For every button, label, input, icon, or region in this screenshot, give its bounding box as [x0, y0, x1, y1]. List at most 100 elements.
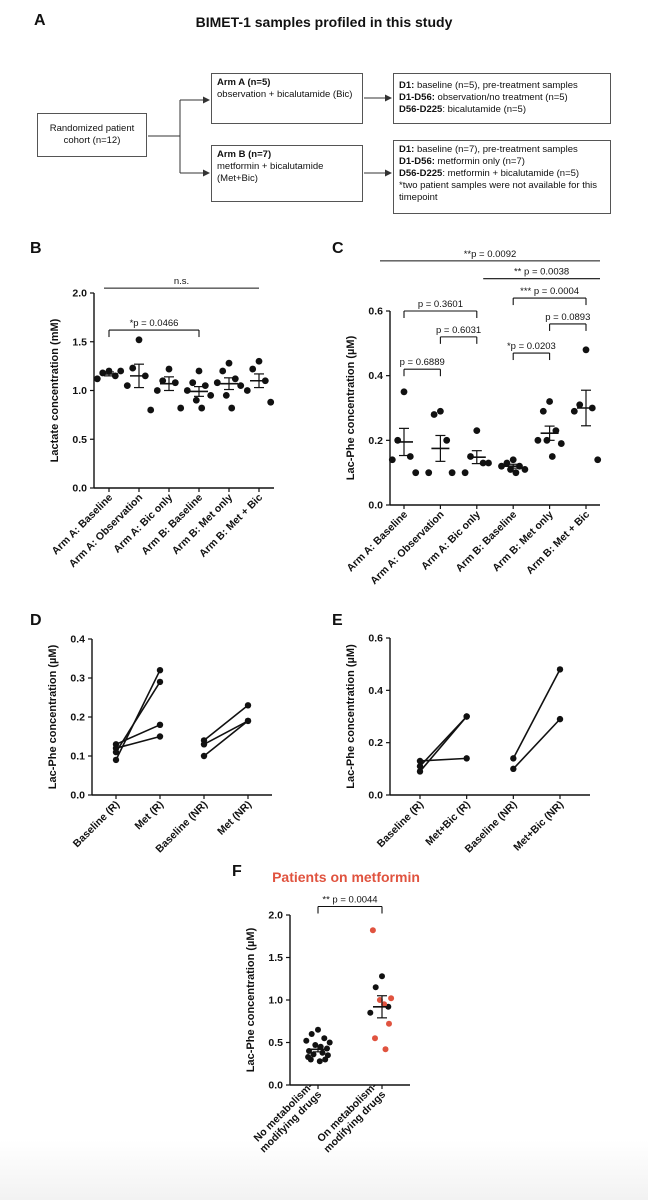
- data-point: [479, 459, 487, 467]
- y-tick-label: 0.0: [368, 790, 383, 802]
- data-point: [510, 765, 517, 773]
- arm-b-desc: metformin + bicalutamide (Met+Bic): [217, 161, 324, 184]
- y-tick-label: 0.3: [70, 673, 85, 685]
- data-point: [473, 427, 481, 435]
- pair-line: [203, 720, 249, 746]
- y-tick-label: 0.2: [368, 737, 383, 749]
- y-tick-label: 0.6: [368, 633, 383, 645]
- data-point: [198, 404, 206, 412]
- x-tick-label: Arm A: Baseline: [345, 509, 411, 575]
- data-point: [231, 375, 239, 383]
- data-point: [556, 715, 564, 723]
- data-point: [117, 367, 125, 375]
- data-point: [255, 357, 263, 365]
- data-point: [570, 407, 578, 415]
- data-point: [416, 768, 424, 775]
- data-point: [576, 401, 584, 409]
- data-point: [225, 359, 233, 367]
- arm-a-detail-3: D56-D225: bicalutamide (n=5): [399, 104, 527, 115]
- data-point: [213, 379, 221, 387]
- pair-line: [512, 669, 561, 759]
- data-point: [307, 1056, 314, 1063]
- data-point: [207, 391, 215, 399]
- data-point: [379, 973, 385, 980]
- data-point: [156, 667, 164, 674]
- y-tick-label: 0.2: [368, 435, 383, 447]
- data-point: [195, 367, 203, 375]
- y-tick-label: 1.5: [72, 336, 87, 348]
- bracket-label: p = 0.0893: [545, 312, 590, 323]
- data-point-red: [382, 1046, 389, 1053]
- data-point: [267, 398, 275, 406]
- x-tick-label-line: Baseline (R): [375, 799, 426, 850]
- data-point: [485, 459, 492, 467]
- y-axis-label: Lac-Phe concentration (µM): [345, 644, 357, 789]
- panel-f-letter: F: [232, 863, 242, 880]
- data-point: [461, 469, 469, 477]
- data-point: [406, 453, 414, 460]
- data-point: [165, 365, 173, 373]
- y-axis-label: Lactate concentration (mM): [49, 318, 61, 462]
- y-tick-label: 0.0: [268, 1080, 283, 1092]
- x-tick-label-line: Met+Bic (NR): [511, 799, 566, 854]
- data-point: [201, 382, 209, 390]
- pair-line: [115, 735, 161, 749]
- y-tick-label: 2.0: [72, 288, 87, 300]
- data-point: [512, 469, 520, 477]
- x-tick-label-line: Met (R): [132, 799, 166, 833]
- y-tick-label: 0.4: [368, 685, 383, 697]
- chart-f: 0.0 0.5 1.0 1.5 2.0 Lac-Phe concentration (µM…: [245, 895, 410, 1155]
- chart-c: 0.0 0.2 0.4 0.6 Lac-Phe concentration (µM) Ar…: [345, 249, 602, 587]
- bracket-label: ** p = 0.0038: [514, 267, 569, 278]
- data-point: [222, 391, 230, 399]
- y-tick-label: 0.0: [72, 483, 87, 495]
- cohort-box: Randomized patient cohort (n=12): [37, 113, 147, 157]
- y-tick-label: 1.0: [72, 385, 87, 397]
- data-point: [105, 367, 113, 375]
- arm-b-title: Arm B (n=7): [217, 149, 272, 160]
- data-point: [153, 387, 161, 394]
- bracket-label: n.s.: [174, 276, 189, 287]
- data-point: [315, 1026, 321, 1033]
- data-point: [463, 713, 470, 720]
- data-point: [437, 407, 444, 415]
- arm-b-detail-4: *two patient samples were not available …: [399, 180, 598, 203]
- data-point: [594, 456, 602, 464]
- data-point: [93, 375, 101, 383]
- data-point: [319, 1049, 326, 1056]
- panel-a-arrows: [148, 97, 387, 174]
- data-point: [237, 382, 245, 390]
- bracket-label: ** p = 0.0044: [322, 895, 377, 906]
- arm-a-detail-1: D1: baseline (n=5), pre-treatment sample…: [399, 80, 578, 91]
- y-tick-label: 1.5: [268, 952, 283, 964]
- x-tick-label: Met (NR): [215, 799, 254, 838]
- arm-a-title: Arm A (n=5): [217, 77, 271, 88]
- x-tick-label: No metabolism-modifying drugs: [249, 1080, 324, 1155]
- data-point: [189, 379, 197, 387]
- data-point: [129, 364, 137, 372]
- data-point: [546, 398, 553, 405]
- data-point: [171, 379, 179, 387]
- data-point: [582, 346, 590, 354]
- data-point: [539, 407, 547, 415]
- data-point: [177, 404, 185, 412]
- data-point: [548, 453, 556, 460]
- chart-e: 0.0 0.2 0.4 0.6 Lac-Phe concentration (µM) Ba…: [345, 633, 590, 855]
- y-tick-label: 0.5: [72, 434, 87, 446]
- x-tick-label-line: Baseline (R): [71, 799, 122, 850]
- data-point: [244, 717, 252, 725]
- data-point: [388, 456, 396, 464]
- data-point: [243, 387, 251, 394]
- panel-a-title: BIMET-1 samples profiled in this study: [195, 14, 453, 30]
- pair-line: [512, 718, 561, 770]
- panel-a-letter: A: [34, 12, 46, 29]
- pair-line: [203, 720, 249, 757]
- x-tick-label: Baseline (R): [71, 799, 122, 850]
- data-point: [200, 741, 208, 748]
- data-point: [556, 666, 564, 673]
- arm-b-detail-box: D1: baseline (n=7), pre-treatment sample…: [393, 140, 611, 214]
- data-point-red: [369, 927, 376, 934]
- data-point: [416, 757, 424, 765]
- x-tick-label: Met+Bic (R): [423, 799, 473, 849]
- x-tick-label-line: Arm B: Met + Bic: [524, 509, 592, 577]
